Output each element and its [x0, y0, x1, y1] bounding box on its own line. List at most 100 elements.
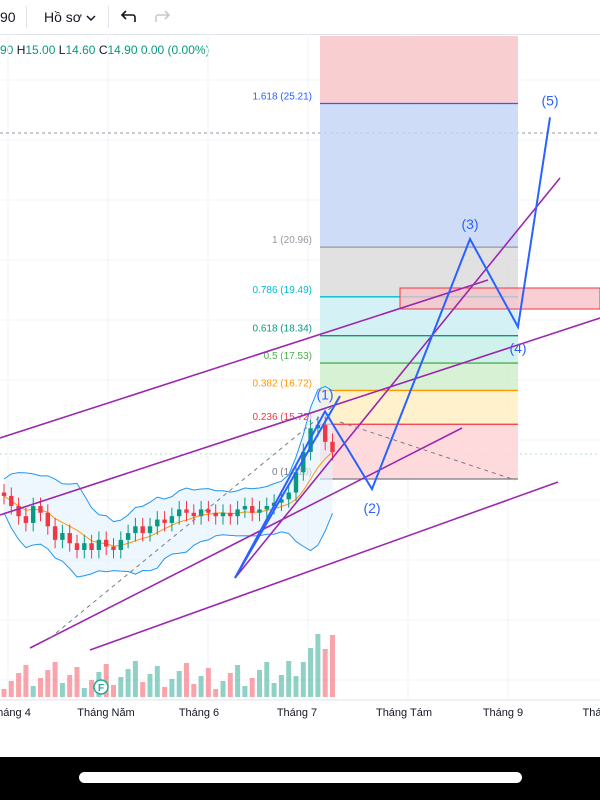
candle-body [198, 509, 204, 517]
volume-bar [162, 687, 168, 697]
candle-body [16, 506, 21, 517]
volume-bar [23, 665, 29, 697]
volume-bar [198, 676, 204, 697]
fib-level-label: 0.618 (18.34) [253, 324, 313, 335]
profile-label: Hồ sơ [44, 9, 82, 25]
candle-body [89, 543, 94, 550]
volume-bar [278, 675, 284, 697]
profile-dropdown[interactable]: Hồ sơ [44, 7, 100, 27]
volume-bar [59, 683, 65, 697]
event-marker-label: F [98, 683, 104, 694]
volume-bar [286, 661, 292, 697]
x-tick-label: háng 4 [0, 707, 31, 719]
toolbar-separator [108, 6, 109, 28]
candle-body [169, 516, 175, 523]
elliott-wave: (1) (2) (3) (4) (5) [234, 92, 559, 579]
volume-bar [103, 664, 109, 697]
x-tick-label: Tháng 7 [277, 707, 317, 719]
volume-bar [315, 634, 321, 697]
candle-body [1, 492, 7, 496]
event-marker [93, 679, 109, 695]
candle-body [242, 506, 248, 510]
candle-body [184, 509, 189, 513]
fibonacci-retracement: 1.618 (25.21) 1 (20.96) 0.786 (19.49) 0.618… [253, 36, 600, 480]
candle-body [155, 519, 160, 527]
volume-bar [38, 678, 43, 697]
volume-bar [271, 683, 277, 697]
volume-bar [308, 648, 314, 697]
redo-icon[interactable] [155, 9, 171, 25]
moving-average [3, 451, 333, 547]
volume-bar [67, 675, 73, 697]
channel-line [234, 177, 561, 579]
volume-bar [169, 679, 175, 697]
fib-band [320, 36, 518, 104]
volume-bar [118, 677, 124, 697]
candle-body [74, 543, 80, 550]
channel-line [0, 279, 489, 439]
volume-bar [213, 689, 219, 697]
volume-bar [300, 662, 306, 697]
toolbar-left-value: 90 [0, 9, 16, 25]
close-label: C [98, 43, 108, 57]
candle-body [264, 506, 269, 510]
candle-body [38, 506, 43, 513]
low-label: L [58, 43, 66, 57]
volume-bars [1, 634, 335, 697]
candle-body [228, 512, 233, 517]
bollinger-fill [4, 386, 333, 577]
candle-body [257, 509, 262, 513]
x-tick-label: Tháng 9 [483, 707, 523, 719]
bollinger-lower [3, 512, 333, 578]
candle-body [96, 539, 102, 550]
candle-body [147, 526, 153, 534]
candle-body [177, 509, 182, 517]
candle-body [213, 512, 218, 517]
candle-body [104, 539, 109, 547]
price-chart[interactable]: 1.618 (25.21) 1 (20.96) 0.786 (19.49) 0.618… [0, 34, 600, 757]
volume-bar [227, 673, 233, 697]
candle-body [220, 512, 226, 517]
candle-body [330, 441, 335, 452]
wave-label: (4) [509, 340, 526, 356]
high-value: 15.00 [25, 43, 56, 57]
volume-bar [81, 688, 87, 697]
low-value: 14.60 [65, 43, 96, 57]
candle-body [45, 512, 50, 527]
candle-body [52, 526, 58, 540]
candle-body [133, 526, 138, 534]
trend-channel-lines [0, 177, 600, 651]
fib-level-label: 0.236 (15.72) [253, 412, 313, 423]
volume-bar [293, 676, 299, 697]
volume-bar [264, 662, 270, 697]
home-indicator[interactable] [79, 772, 522, 783]
bollinger-upper [3, 385, 333, 523]
candle-body [323, 424, 328, 442]
undo-icon[interactable] [120, 9, 136, 25]
channel-line [89, 481, 559, 651]
elliott-wave-path [234, 117, 551, 579]
wave-label: (3) [461, 216, 478, 232]
volume-bar [52, 662, 58, 697]
volume-bar [322, 649, 328, 697]
open-value: 90 [0, 43, 14, 57]
volume-bar [176, 671, 182, 697]
channel-line [0, 317, 600, 516]
candle-body [301, 451, 306, 473]
candle-body [118, 539, 123, 550]
volume-bar [89, 680, 95, 697]
candle-body [250, 506, 255, 513]
channel-line [29, 427, 463, 649]
candle-body [140, 526, 145, 534]
volume-bar [184, 663, 189, 697]
volume-bar [74, 667, 80, 697]
candle-body [23, 516, 29, 523]
volume-bar [257, 670, 262, 697]
x-tick-label: Thá [583, 707, 600, 719]
candle-body [206, 509, 211, 513]
volume-bar [205, 668, 211, 697]
volume-bar [220, 681, 226, 697]
volume-bar [45, 670, 51, 697]
volume-bar [140, 682, 146, 697]
change-value: 0.00 (0.00%) [140, 43, 210, 57]
